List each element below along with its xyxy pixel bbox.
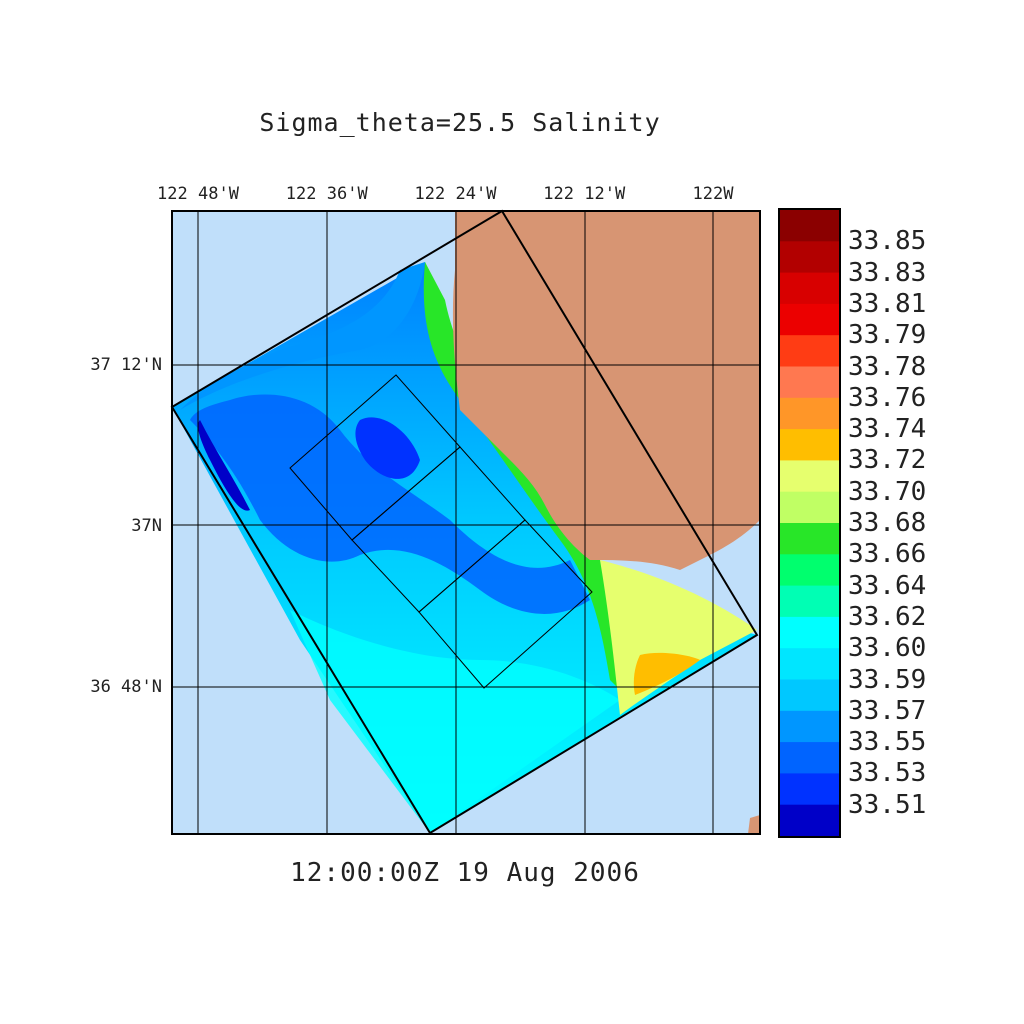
- colorbar-label: 33.55: [848, 727, 927, 758]
- colorbar-label: 33.53: [848, 758, 927, 789]
- colorbar-label: 33.79: [848, 320, 927, 351]
- mid-salinity-region: [290, 610, 620, 833]
- very-low-salinity-spot: [355, 417, 420, 479]
- colorbar-swatch: [780, 648, 839, 680]
- highest-salinity-region: [633, 652, 700, 695]
- low-salinity-region: [180, 262, 425, 410]
- colorbar-label: 33.64: [848, 570, 927, 601]
- colorbar-label: 33.74: [848, 414, 927, 445]
- colorbar-label: 33.81: [848, 288, 927, 319]
- very-low-salinity-spot: [198, 420, 250, 511]
- model-domain-outline: [170, 209, 759, 835]
- colorbar-swatch: [780, 272, 839, 305]
- colorbar-swatch: [780, 210, 839, 242]
- latitude-tick-label: 36 48'N: [90, 677, 162, 697]
- colorbar-frame: [778, 208, 841, 838]
- longitude-tick-label: 122 12'W: [543, 184, 626, 204]
- colorbar-swatch: [780, 742, 839, 774]
- colorbar-swatch: [780, 397, 839, 430]
- colorbar-label: 33.85: [848, 226, 927, 257]
- colorbar-swatch: [780, 554, 839, 587]
- colorbar-label: 33.60: [848, 633, 927, 664]
- colorbar-swatch: [780, 523, 839, 555]
- colorbar-label: 33.59: [848, 664, 927, 695]
- colorbar: [780, 210, 839, 837]
- colorbar-swatch: [780, 679, 839, 712]
- colorbar-swatch: [780, 366, 839, 399]
- plot-title: Sigma_theta=25.5 Salinity: [259, 108, 661, 137]
- plot-frame: [171, 210, 761, 835]
- colorbar-label: 33.57: [848, 695, 927, 726]
- longitude-tick-label: 122 24'W: [414, 184, 497, 204]
- colorbar-swatch: [780, 804, 839, 837]
- longitude-tick-label: 122 48'W: [157, 184, 239, 204]
- colorbar-label: 33.70: [848, 476, 927, 507]
- coastal-band: [423, 262, 630, 700]
- colorbar-label: 33.68: [848, 508, 927, 538]
- longitude-tick-label: 122 36'W: [285, 184, 368, 204]
- longitude-tick-label: 122W: [692, 184, 734, 204]
- land-mass: [452, 211, 760, 570]
- colorbar-swatch: [780, 773, 839, 806]
- low-salinity-region: [190, 394, 590, 614]
- latitude-tick-label: 37 12'N: [90, 355, 162, 375]
- colorbar-label: 33.51: [848, 789, 927, 820]
- colorbar-swatch: [780, 335, 839, 367]
- colorbar-swatch: [780, 429, 839, 461]
- colorbar-label: 33.72: [848, 445, 927, 476]
- nested-grid-outline: [418, 519, 593, 689]
- colorbar-swatch: [780, 491, 839, 524]
- graticule: [172, 211, 760, 834]
- colorbar-swatch: [780, 241, 839, 274]
- colorbar-label: 33.76: [848, 382, 927, 413]
- colorbar-swatch: [780, 303, 839, 336]
- colorbar-label: 33.78: [848, 351, 927, 382]
- colorbar-swatch: [780, 585, 839, 618]
- latitude-tick-label: 37N: [131, 516, 162, 536]
- colorbar-swatch: [780, 710, 839, 743]
- land-mass: [748, 815, 760, 834]
- colorbar-swatch: [780, 460, 839, 493]
- colorbar-swatch: [780, 616, 839, 649]
- colorbar-label: 33.66: [848, 539, 927, 570]
- colorbar-label: 33.62: [848, 601, 927, 632]
- colorbar-label: 33.83: [848, 257, 927, 288]
- timestamp: 12:00:00Z 19 Aug 2006: [290, 858, 640, 888]
